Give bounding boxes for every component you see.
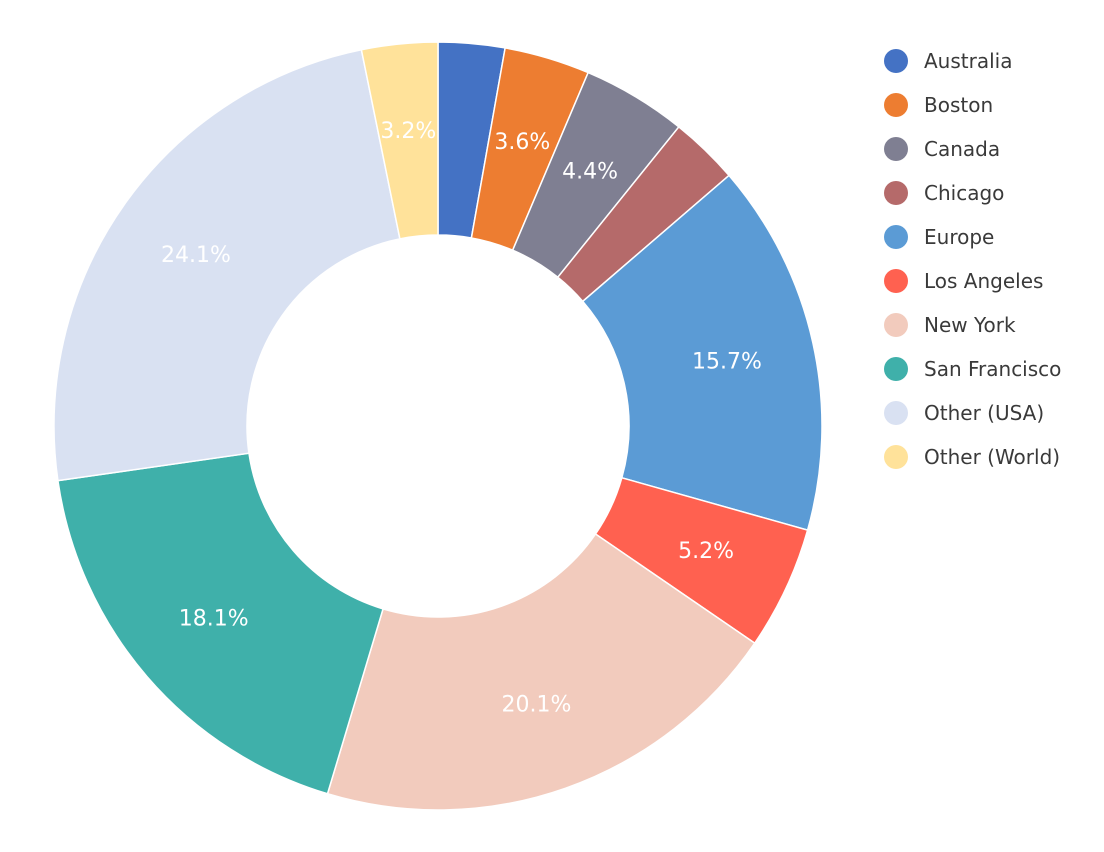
legend-swatch xyxy=(884,401,908,425)
legend-label: Chicago xyxy=(924,181,1005,205)
slice-other-world[interactable] xyxy=(360,41,439,240)
donut-slices xyxy=(53,41,823,811)
legend-label: Los Angeles xyxy=(924,269,1044,293)
legend-label: Europe xyxy=(924,225,995,249)
slice-label-los-angeles: 5.2% xyxy=(678,539,734,564)
legend-swatch xyxy=(884,137,908,161)
legend-item-los-angeles[interactable]: Los Angeles xyxy=(884,259,1061,303)
legend-swatch xyxy=(884,181,908,205)
slice-other-usa[interactable] xyxy=(53,48,401,482)
slice-label-new-york: 20.1% xyxy=(501,693,571,718)
legend-item-canada[interactable]: Canada xyxy=(884,127,1061,171)
legend-swatch xyxy=(884,313,908,337)
legend-swatch xyxy=(884,357,908,381)
slice-label-other-world: 3.2% xyxy=(380,119,436,144)
legend-item-new-york[interactable]: New York xyxy=(884,303,1061,347)
slice-label-other-usa: 24.1% xyxy=(161,243,231,268)
legend-item-other-usa[interactable]: Other (USA) xyxy=(884,391,1061,435)
legend-label: Australia xyxy=(924,49,1013,73)
slice-label-san-francisco: 18.1% xyxy=(179,607,249,632)
legend-swatch xyxy=(884,225,908,249)
legend-swatch xyxy=(884,269,908,293)
slice-new-york[interactable] xyxy=(326,532,756,811)
legend-swatch xyxy=(884,93,908,117)
legend-item-chicago[interactable]: Chicago xyxy=(884,171,1061,215)
slice-label-europe: 15.7% xyxy=(692,349,762,374)
legend-item-europe[interactable]: Europe xyxy=(884,215,1061,259)
slice-label-boston: 3.6% xyxy=(494,130,550,155)
legend-item-australia[interactable]: Australia xyxy=(884,39,1061,83)
legend-label: Other (World) xyxy=(924,445,1061,469)
slice-label-canada: 4.4% xyxy=(562,160,618,185)
legend-label: Canada xyxy=(924,137,1001,161)
slice-europe[interactable] xyxy=(581,174,823,532)
legend-label: San Francisco xyxy=(924,357,1062,381)
legend-swatch xyxy=(884,445,908,469)
legend-swatch xyxy=(884,49,908,73)
legend-label: New York xyxy=(924,313,1016,337)
legend-item-other-world[interactable]: Other (World) xyxy=(884,435,1061,479)
slice-san-francisco[interactable] xyxy=(57,452,384,795)
chart-legend: Australia Boston Canada Chicago Europe Los An… xyxy=(884,39,1061,479)
legend-label: Other (USA) xyxy=(924,401,1045,425)
slice-labels: 3.6% 4.4% 15.7% 5.2% 20.1% 18.1% 24.1% 3.2% xyxy=(161,119,762,718)
legend-item-san-francisco[interactable]: San Francisco xyxy=(884,347,1061,391)
legend-label: Boston xyxy=(924,93,994,117)
legend-item-boston[interactable]: Boston xyxy=(884,83,1061,127)
